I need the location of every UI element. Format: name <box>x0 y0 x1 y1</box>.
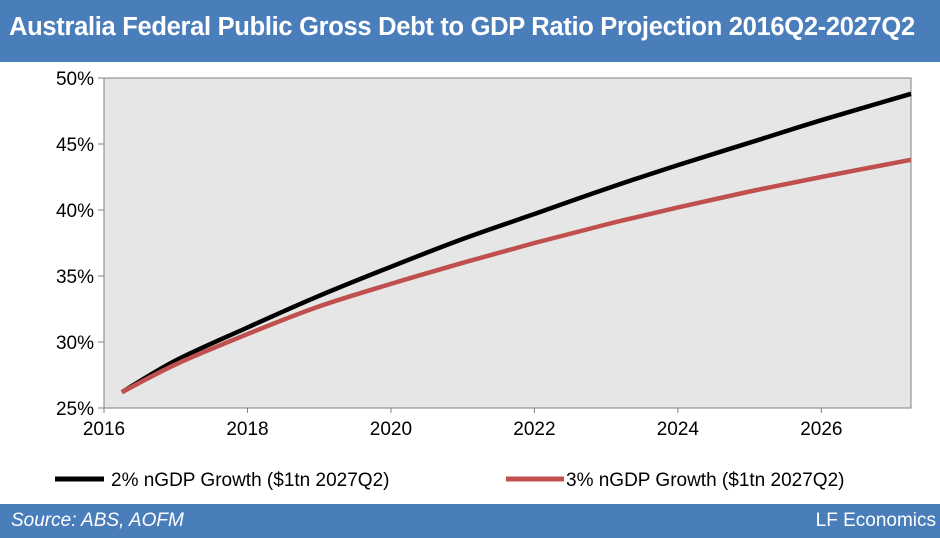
title-bar: Australia Federal Public Gross Debt to G… <box>0 0 940 62</box>
source-note: Source: ABS, AOFM <box>11 510 184 531</box>
x-axis: 2016 2018 2020 2022 2024 2026 <box>83 408 842 440</box>
series-line-2pct <box>120 91 912 395</box>
chart-title: Australia Federal Public Gross Debt to G… <box>9 13 915 41</box>
y-axis: 25% 30% 35% 40% 45% 50% <box>56 69 104 420</box>
legend-label-2pct: 2% nGDP Growth ($1tn 2027Q2) <box>111 470 389 491</box>
x-tick-label: 2026 <box>800 419 842 440</box>
brand-label: LF Economics <box>815 510 936 531</box>
x-tick-label: 2016 <box>83 419 125 440</box>
plot-area <box>103 77 912 409</box>
x-tick-label: 2018 <box>226 419 268 440</box>
y-tick-label: 25% <box>56 399 94 420</box>
y-tick-label: 50% <box>56 69 94 90</box>
y-tick-label: 45% <box>56 135 94 156</box>
legend: 2% nGDP Growth ($1tn 2027Q2) 3% nGDP Gro… <box>55 470 844 491</box>
x-tick-label: 2020 <box>370 419 412 440</box>
x-tick-label: 2024 <box>657 419 700 440</box>
legend-label-3pct: 3% nGDP Growth ($1tn 2027Q2) <box>566 470 844 491</box>
y-tick-label: 35% <box>56 267 94 288</box>
series-line-3pct <box>120 157 912 395</box>
y-tick-label: 40% <box>56 201 94 222</box>
y-tick-label: 30% <box>56 333 94 354</box>
series-layer <box>120 91 912 395</box>
footer-bar: Source: ABS, AOFM LF Economics <box>0 504 940 538</box>
x-tick-label: 2022 <box>513 419 555 440</box>
